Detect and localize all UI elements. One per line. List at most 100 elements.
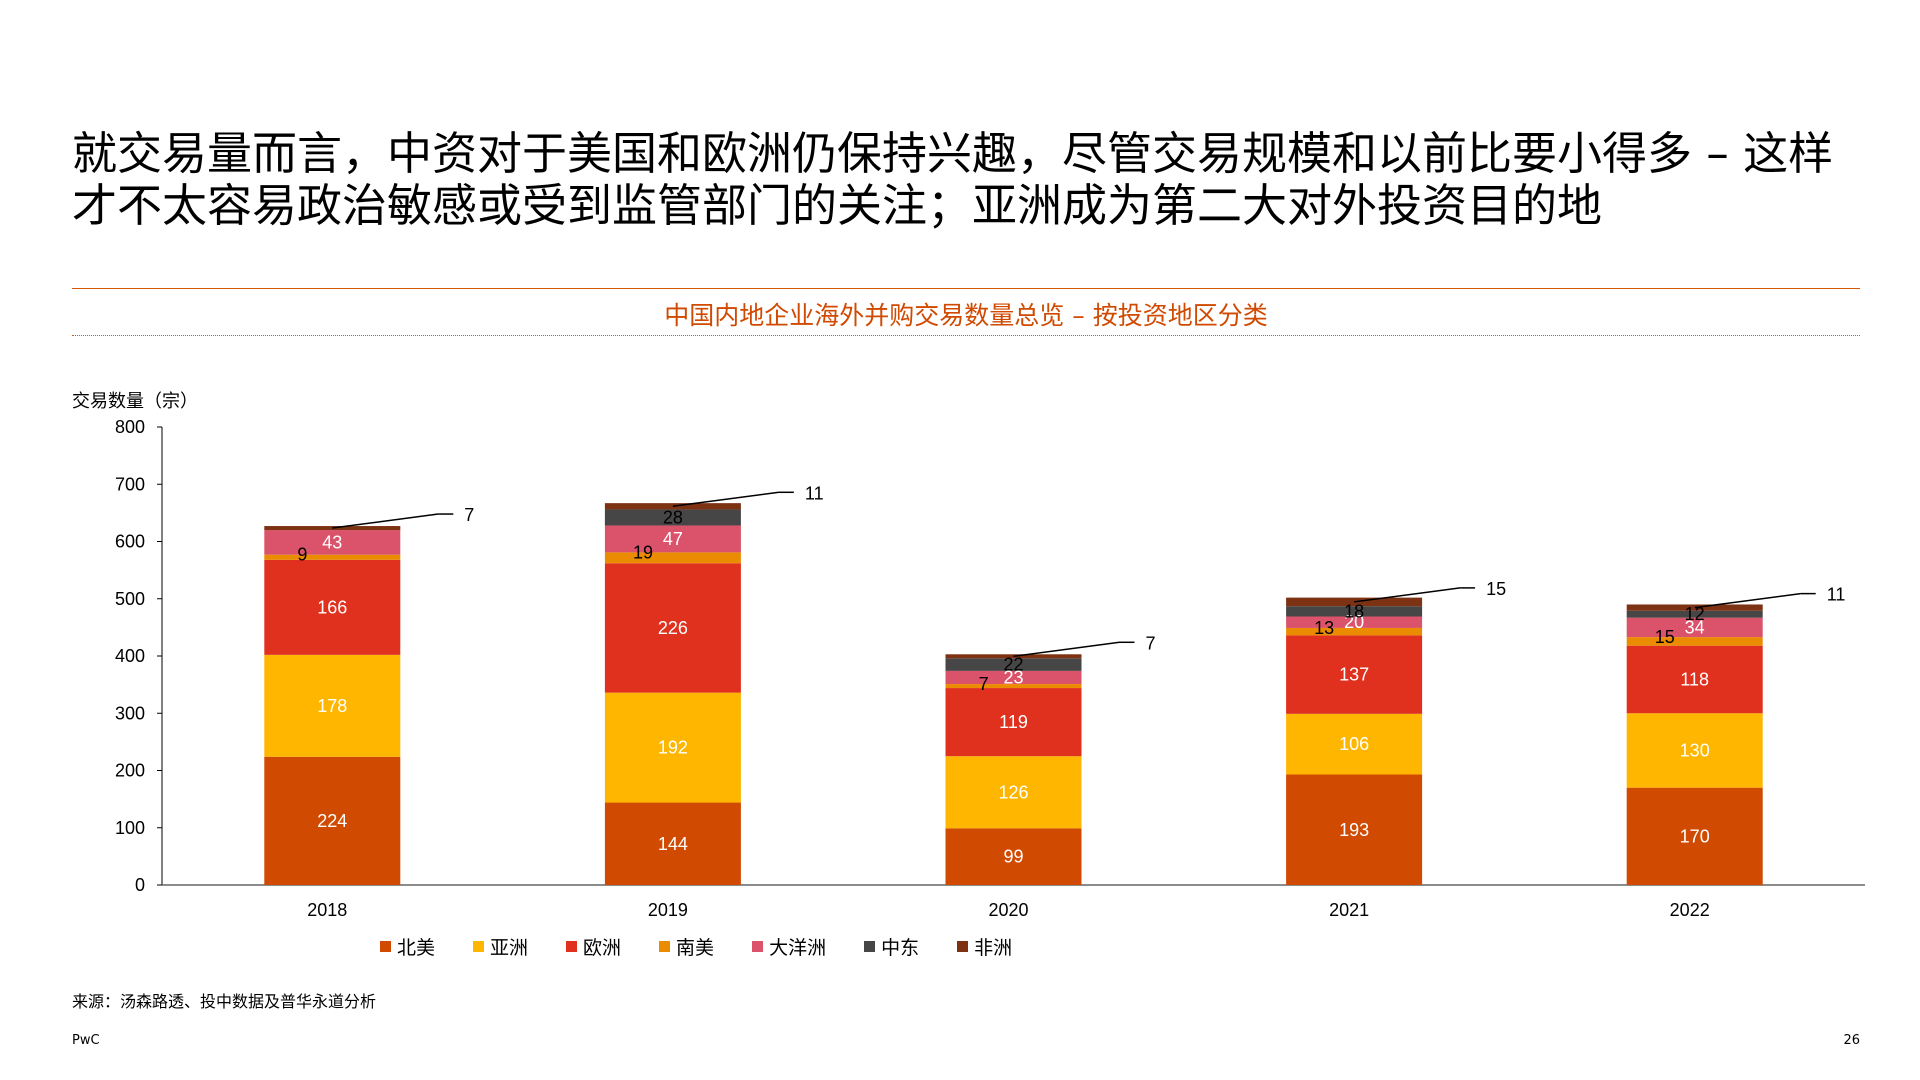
y-tick-label: 100 <box>115 818 145 838</box>
y-tick-label: 600 <box>115 532 145 552</box>
legend-swatch <box>752 940 764 952</box>
title-rule-bottom <box>72 335 1860 336</box>
data-label: 178 <box>317 696 347 716</box>
legend-swatch <box>380 940 391 952</box>
data-label: 34 <box>1685 617 1705 637</box>
bar-segment-2019-2 <box>604 563 741 693</box>
slide-headline: 就交易量而言，中资对于美国和欧洲仍保持兴趣，尽管交易规模和以前比要小得多 – 这… <box>72 127 1834 232</box>
legend-label: 非洲 <box>974 936 1013 959</box>
bar-segment-2019-4 <box>604 525 741 553</box>
bar-segment-2022-0 <box>1626 787 1763 885</box>
bar-segment-2020-2 <box>945 688 1082 757</box>
legend-label: 北美 <box>397 936 436 959</box>
legend-item: 北美 <box>380 933 435 959</box>
legend-label: 大洋洲 <box>769 936 827 959</box>
legend-label: 南美 <box>676 936 715 959</box>
bar-segment-2019-3 <box>604 552 741 564</box>
data-label: 193 <box>1339 820 1369 840</box>
data-label: 119 <box>999 712 1028 732</box>
data-label: 144 <box>658 834 688 854</box>
chart-legend: 北美 亚洲 欧洲 南美 大洋洲 中东 非洲 <box>380 933 1050 959</box>
data-label: 118 <box>1680 669 1709 689</box>
data-label: 170 <box>1680 826 1710 846</box>
data-label: 166 <box>317 597 347 617</box>
data-label: 106 <box>1339 734 1369 754</box>
bar-segment-2021-2 <box>1286 635 1423 714</box>
legend-swatch <box>864 940 876 952</box>
legend-label: 亚洲 <box>490 936 529 959</box>
data-label: 19 <box>633 542 653 562</box>
data-label: 20 <box>1344 612 1364 632</box>
bar-segment-2022-2 <box>1626 645 1763 714</box>
bar-segment-2020-4 <box>945 670 1082 685</box>
bar-segment-2018-0 <box>264 756 401 885</box>
data-label: 7 <box>979 674 989 694</box>
callout-leader-line <box>1354 587 1461 603</box>
callout-leader-line <box>1013 641 1120 658</box>
y-tick-label: 700 <box>115 474 145 494</box>
legend-label: 中东 <box>881 936 920 959</box>
data-label: 137 <box>1339 665 1369 685</box>
bar-segment-2020-0 <box>945 828 1082 885</box>
callout-leader-line <box>1694 592 1801 609</box>
page-number: 26 <box>1843 1033 1860 1048</box>
data-label: 192 <box>658 738 688 758</box>
data-label: 11 <box>1827 585 1846 605</box>
data-label: 15 <box>1655 627 1675 647</box>
legend-item: 南美 <box>659 933 714 959</box>
bar-segment-2020-5 <box>945 658 1082 671</box>
data-label: 99 <box>1003 847 1023 867</box>
legend-item: 欧洲 <box>566 933 621 959</box>
data-label: 12 <box>1685 604 1705 624</box>
bar-segment-2019-1 <box>604 692 741 803</box>
chart-title: 中国内地企业海外并购交易数量总览 – 按投资地区分类 <box>664 301 1268 330</box>
y-tick-label: 0 <box>135 875 145 895</box>
data-label: 226 <box>658 618 688 638</box>
x-tick-label: 2022 <box>1670 900 1710 920</box>
y-tick-label: 400 <box>115 646 145 666</box>
bar-segment-2020-1 <box>945 756 1082 829</box>
bar-segment-2018-4 <box>264 530 401 555</box>
bar-segment-2022-4 <box>1626 617 1763 638</box>
data-label: 28 <box>663 507 683 527</box>
legend-swatch <box>473 940 485 952</box>
x-tick-label: 2019 <box>648 900 688 920</box>
bar-segment-2022-5 <box>1626 610 1763 618</box>
data-label: 130 <box>1680 740 1710 760</box>
data-label: 47 <box>663 529 683 549</box>
x-tick-label: 2018 <box>307 900 347 920</box>
bar-segment-2022-3 <box>1626 637 1763 646</box>
legend-item: 亚洲 <box>473 933 528 959</box>
data-label: 43 <box>322 532 342 552</box>
footer-brand: PwC <box>72 1033 100 1048</box>
bar-segment-2021-3 <box>1286 627 1423 636</box>
bar-segment-2018-2 <box>264 559 401 655</box>
x-tick-label: 2020 <box>988 900 1028 920</box>
data-label: 18 <box>1344 601 1364 621</box>
bar-segment-2019-0 <box>604 802 741 885</box>
legend-item: 大洋洲 <box>752 933 826 959</box>
data-label: 224 <box>317 811 347 831</box>
legend-swatch <box>957 940 969 952</box>
data-label: 22 <box>1003 655 1023 675</box>
bar-segment-2018-1 <box>264 654 401 757</box>
bar-segment-2021-4 <box>1286 616 1423 628</box>
bar-segment-2021-1 <box>1286 713 1423 775</box>
data-label: 13 <box>1314 618 1334 638</box>
y-tick-label: 200 <box>115 761 145 781</box>
data-label: 9 <box>297 545 307 565</box>
data-label: 23 <box>1003 667 1023 687</box>
bar-segment-2021-0 <box>1286 774 1423 885</box>
source-note: 来源：汤森路透、投中数据及普华永道分析 <box>72 992 377 1011</box>
y-tick-label: 800 <box>115 417 145 437</box>
data-label: 7 <box>1146 633 1156 653</box>
y-tick-label: 300 <box>115 703 145 723</box>
y-axis-label: 交易数量（宗） <box>72 391 198 412</box>
bar-segment-2019-5 <box>604 509 741 526</box>
data-label: 15 <box>1486 579 1506 599</box>
legend-item: 中东 <box>864 933 919 959</box>
callout-leader-line <box>332 513 439 529</box>
data-label: 7 <box>464 505 474 525</box>
x-tick-label: 2021 <box>1329 900 1369 920</box>
